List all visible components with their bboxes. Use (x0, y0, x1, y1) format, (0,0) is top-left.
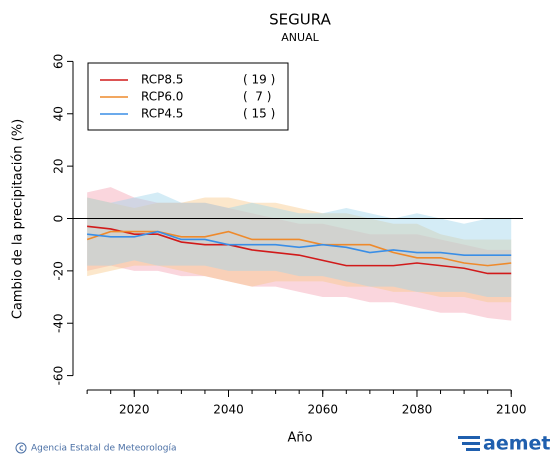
y-tick-label: 60 (52, 54, 66, 69)
logo-stripe (466, 448, 480, 451)
footer-agency: Agencia Estatal de Meteorología (31, 444, 177, 454)
legend-label: RCP6.0 (141, 90, 183, 104)
legend-label: RCP4.5 (141, 107, 183, 121)
y-tick-label: -20 (52, 261, 66, 281)
x-tick-label: 2060 (307, 403, 338, 417)
x-tick-label: 2080 (402, 403, 433, 417)
x-axis-label: Año (287, 431, 312, 446)
legend: RCP8.5 ( 19 ) RCP6.0 ( 7 ) RCP4.5 ( 15 ) (87, 62, 289, 131)
y-tick-label: 20 (52, 158, 66, 173)
legend-label: RCP8.5 (141, 73, 183, 87)
legend-count: ( 19 ) (243, 73, 275, 87)
copyright-icon-c (19, 445, 24, 451)
y-axis-label: Cambio de la precipitación (%) (11, 119, 26, 319)
series-line (87, 230, 512, 256)
copyright-icon (15, 442, 27, 454)
legend-count: ( 7 ) (243, 90, 271, 104)
y-tick-label: 40 (52, 106, 66, 121)
y-tick-label: -40 (52, 313, 66, 333)
y-tick-label: -60 (52, 366, 66, 386)
y-tick-label: 0 (52, 215, 66, 223)
logo-stripe (458, 436, 480, 439)
legend-count: ( 15 ) (243, 107, 275, 121)
logo-stripe (462, 442, 480, 445)
x-tick-label: 2100 (496, 403, 527, 417)
uncertainty-band (87, 197, 512, 303)
x-tick-label: 2040 (213, 403, 244, 417)
logo-icon (458, 436, 480, 451)
chart-title: SEGURA (269, 11, 331, 29)
x-tick-label: 2020 (119, 403, 150, 417)
footer-logo: aemet (483, 433, 550, 455)
chart-subtitle: ANUAL (281, 31, 319, 44)
series-line (87, 225, 512, 275)
uncertainty-band (87, 187, 512, 321)
